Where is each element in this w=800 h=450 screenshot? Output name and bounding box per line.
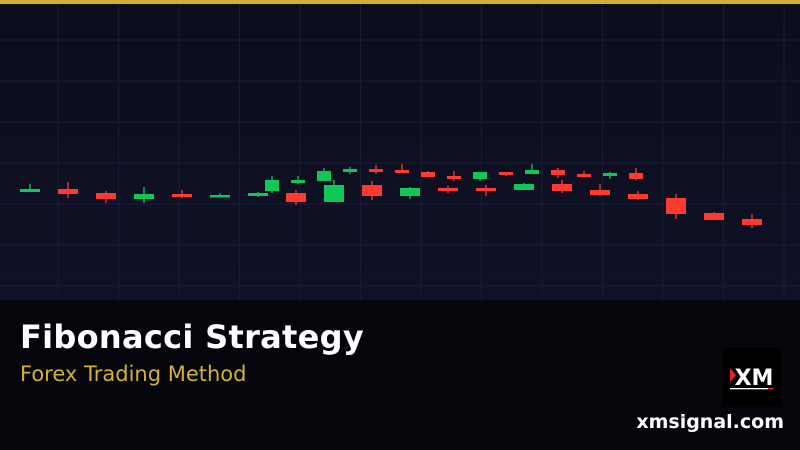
candle-body-down xyxy=(551,170,565,175)
candle-body-up xyxy=(343,169,357,172)
banner-subtitle: Forex Trading Method xyxy=(20,362,247,386)
candle-body-up xyxy=(324,185,344,202)
xm-logo: XM xyxy=(723,348,781,406)
candle-body-up xyxy=(473,172,487,179)
candle-body-up xyxy=(265,180,279,191)
top-accent-bar xyxy=(0,0,800,4)
candle-body-down xyxy=(447,176,461,179)
candle-body-down xyxy=(96,193,116,199)
candle-body-down xyxy=(666,198,686,214)
candle-body-up xyxy=(134,194,154,199)
candle-body-up xyxy=(317,171,331,181)
candle-body-down xyxy=(629,173,643,179)
candle-body-down xyxy=(362,185,382,196)
chart-canvas xyxy=(0,4,800,300)
candle-body-up xyxy=(248,193,268,196)
candle-body-down xyxy=(395,170,409,173)
footer-panel xyxy=(0,300,800,450)
candle-body-down xyxy=(369,169,383,172)
candle-body-down xyxy=(438,188,458,191)
candle-body-down xyxy=(286,193,306,202)
candle-body-down xyxy=(590,190,610,195)
candle-body-up xyxy=(291,180,305,183)
candle-body-up xyxy=(525,170,539,174)
candle-body-up xyxy=(400,188,420,196)
candle-body-up xyxy=(514,184,534,190)
candle-body-down xyxy=(628,194,648,199)
candle-body-down xyxy=(476,188,496,191)
candle-body-up xyxy=(603,173,617,176)
candle-body-down xyxy=(58,189,78,194)
svg-text:XM: XM xyxy=(735,366,774,391)
candle-body-down xyxy=(172,194,192,197)
banner-title: Fibonacci Strategy xyxy=(20,318,365,356)
candlestick-chart xyxy=(0,4,800,300)
candle-body-up xyxy=(210,195,230,198)
candle-body-down xyxy=(552,184,572,191)
candle-body-down xyxy=(499,172,513,175)
website-url: xmsignal.com xyxy=(636,411,784,433)
candle-body-up xyxy=(20,189,40,192)
candle-body-down xyxy=(421,172,435,177)
candle-body-down xyxy=(704,213,724,220)
candle-body-down xyxy=(577,174,591,177)
candle-body-down xyxy=(742,219,762,225)
